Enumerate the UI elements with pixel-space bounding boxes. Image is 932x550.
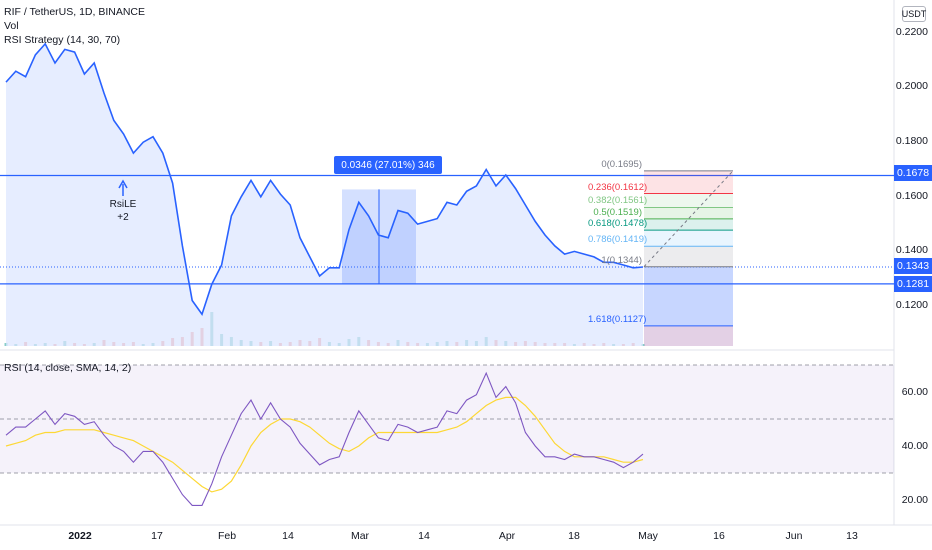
time-tick: May	[638, 530, 658, 542]
rsi-ma-line	[5, 396, 644, 493]
price-line	[5, 42, 644, 316]
currency-button[interactable]: USDT	[902, 6, 926, 22]
price-area-fill	[6, 43, 643, 347]
support-price-label: 0.1281	[894, 276, 932, 292]
fib-zone	[644, 207, 733, 219]
resistance-price-label: 0.1678	[894, 165, 932, 181]
time-tick: Jun	[785, 530, 803, 542]
fib-label: 0.5(0.1519)	[593, 206, 642, 218]
volume-legend[interactable]: Vol	[4, 20, 19, 32]
price-tick: 0.1600	[895, 190, 928, 202]
fib-extension-zone	[644, 266, 733, 346]
rsi-line	[5, 371, 644, 506]
time-tick: Apr	[498, 530, 516, 542]
fib-zone	[644, 218, 733, 231]
price-tick: 0.1400	[895, 244, 928, 256]
signal-name: RsiLE	[109, 199, 137, 210]
time-tick: 17	[151, 530, 163, 542]
fib-zone	[644, 230, 733, 247]
time-tick: 18	[568, 530, 580, 542]
signal-arrowhead	[118, 179, 128, 189]
fib-label: 0.618(0.1478)	[588, 218, 648, 230]
time-tick: 14	[418, 530, 430, 542]
rsi-title[interactable]: RSI (14, close, SMA, 14, 2)	[4, 362, 132, 374]
time-tick: Feb	[217, 530, 237, 542]
price-tick: 0.2200	[895, 26, 928, 38]
rsi-tick: 20.00	[901, 494, 928, 506]
time-tick: 2022	[68, 530, 92, 542]
time-tick: Mar	[350, 530, 370, 542]
signal-label: RsiLE +2	[106, 198, 140, 224]
fib-zone	[644, 170, 733, 194]
fib-label: 0.786(0.1419)	[588, 234, 648, 246]
price-tick: 0.2000	[895, 80, 928, 92]
current-price-label: 0.1343	[894, 258, 932, 274]
rsi-tick: 60.00	[901, 386, 928, 398]
measure-tooltip: 0.0346 (27.01%) 346	[334, 156, 442, 174]
price-tick: 0.1200	[895, 299, 928, 311]
rsi-tick: 40.00	[901, 440, 928, 452]
fib-label: 0(0.1695)	[601, 158, 642, 170]
signal-qty: +2	[117, 212, 129, 223]
fib-zone	[644, 193, 733, 208]
symbol-title: RIF / TetherUS, 1D, BINANCE	[4, 6, 146, 18]
strategy-legend[interactable]: RSI Strategy (14, 30, 70)	[4, 34, 121, 46]
time-tick: 16	[713, 530, 725, 542]
time-tick: 13	[846, 530, 858, 542]
fib-label: 0.236(0.1612)	[588, 181, 648, 193]
fib-label: 1.618(0.1127)	[588, 313, 647, 325]
fib-extension-zone	[644, 325, 733, 346]
fib-label: 1(0.1344)	[601, 254, 642, 266]
fib-zone	[644, 246, 733, 267]
time-tick: 14	[282, 530, 294, 542]
fib-zone	[644, 266, 733, 326]
price-tick: 0.1800	[895, 135, 928, 147]
fib-trend-line	[643, 170, 734, 268]
fib-label: 0.382(0.1561)	[588, 195, 648, 207]
